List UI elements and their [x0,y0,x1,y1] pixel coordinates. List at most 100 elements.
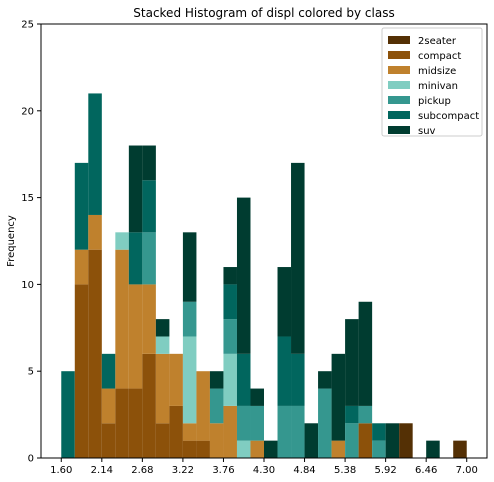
legend-label-compact: compact [418,51,461,62]
bar-segment-midsize [101,388,116,424]
bar-segment-suv [155,319,170,337]
bar-segment-subcompact [61,371,75,458]
bar-segment-midsize [115,249,129,389]
bar-segment-pickup [291,405,305,458]
x-tick-label: 5.38 [334,465,356,476]
bar-segment-suv [277,267,292,337]
bar-segment-suv [128,145,143,233]
x-tick-label: 2.14 [91,465,113,476]
bar-segment-subcompact [291,353,305,406]
bar-segment-midsize [196,371,210,441]
bar-segment-suv [182,232,197,302]
x-tick-label: 2.68 [131,465,153,476]
legend-label-suv: suv [418,126,436,137]
bar-segment-compact [115,388,129,458]
bar-segment-minivan [223,353,237,406]
bars-layer [61,93,467,458]
bar-segment-compact [142,353,156,458]
legend-label-subcompact: subcompact [418,111,479,122]
bar-segment-suv [385,423,400,458]
bar-segment-midsize [128,284,143,389]
bar-segment-compact [169,405,183,458]
bar-segment-suv [318,371,332,389]
bar-segment-midsize [182,423,197,441]
legend-swatch-subcompact [388,111,410,119]
bar-segment-suv [209,371,224,389]
x-tick-label: 6.46 [415,465,437,476]
x-tick-label: 1.60 [50,465,72,476]
bar-segment-compact [196,440,210,458]
x-tick-label: 4.84 [293,465,315,476]
bar-segment-pickup [182,301,197,337]
y-axis-label: Frequency [6,215,17,267]
y-tick-label: 10 [21,280,34,291]
legend-label-midsize: midsize [418,66,456,77]
bar-segment-pickup [236,405,251,441]
legend-label-pickup: pickup [418,96,451,107]
legend-swatch-suv [388,126,410,134]
bar-segment-2seater [453,440,467,458]
bar-segment-compact [155,423,170,458]
bar-segment-pickup [223,319,237,354]
bar-segment-suv [304,423,319,458]
bar-segment-subcompact [74,162,89,250]
bar-segment-compact [101,423,116,458]
legend-swatch-pickup [388,96,410,104]
bar-segment-suv [426,440,440,458]
legend-label-minivan: minivan [418,81,458,92]
bar-segment-pickup [277,405,292,458]
y-tick-label: 15 [21,193,34,204]
bar-segment-suv [250,388,264,406]
bar-segment-suv [264,440,278,458]
y-tick-label: 0 [28,454,34,465]
bar-segment-midsize [74,249,89,285]
bar-segment-midsize [331,440,346,458]
bar-segment-midsize [223,405,237,458]
bar-segment-pickup [358,405,373,424]
bar-segment-subcompact [277,336,292,406]
bar-segment-subcompact [88,93,102,215]
legend-label-2seater: 2seater [418,36,457,47]
bar-segment-subcompact [372,423,386,441]
bar-segment-subcompact [345,405,359,424]
legend-swatch-compact [388,51,410,59]
x-tick-label: 5.92 [375,465,397,476]
bar-segment-compact [128,388,143,458]
y-axis-ticks: 0 5 10 15 20 25 [21,20,41,465]
bar-segment-suv [142,145,156,181]
bar-segment-midsize [88,214,102,250]
bar-segment-compact [358,423,373,458]
bar-segment-pickup [142,232,156,285]
bar-segment-pickup [318,388,332,458]
bar-segment-compact [74,284,89,458]
x-tick-label: 7.00 [456,465,478,476]
bar-segment-minivan [115,232,129,250]
bar-segment-pickup [372,440,386,458]
y-tick-label: 25 [21,20,34,31]
legend-swatch-2seater [388,36,410,44]
bar-segment-pickup [209,388,224,424]
bar-segment-compact [88,249,102,458]
y-tick-label: 20 [21,106,34,117]
bar-segment-compact [182,440,197,458]
bar-segment-subcompact [223,284,237,320]
y-tick-label: 5 [28,367,34,378]
bar-segment-suv [331,353,346,441]
legend: 2seater compact midsize minivan pickup subcom… [381,27,483,137]
bar-segment-midsize [209,423,224,458]
bar-segment-subcompact [142,180,156,233]
x-axis-ticks: 1.60 2.14 2.68 3.22 3.76 4.30 4.84 5.38 5.92 6.46… [50,458,478,476]
bar-segment-suv [223,267,237,285]
bar-segment-midsize [142,284,156,354]
bar-segment-suv [358,301,373,406]
bar-segment-subcompact [101,353,116,389]
bar-segment-midsize [169,353,183,406]
bar-segment-subcompact [236,353,251,406]
bar-segment-midsize [250,440,264,458]
x-tick-label: 3.76 [212,465,234,476]
x-tick-label: 3.22 [172,465,194,476]
bar-segment-minivan [182,336,197,424]
bar-segment-minivan [236,440,251,458]
legend-swatch-midsize [388,66,410,74]
